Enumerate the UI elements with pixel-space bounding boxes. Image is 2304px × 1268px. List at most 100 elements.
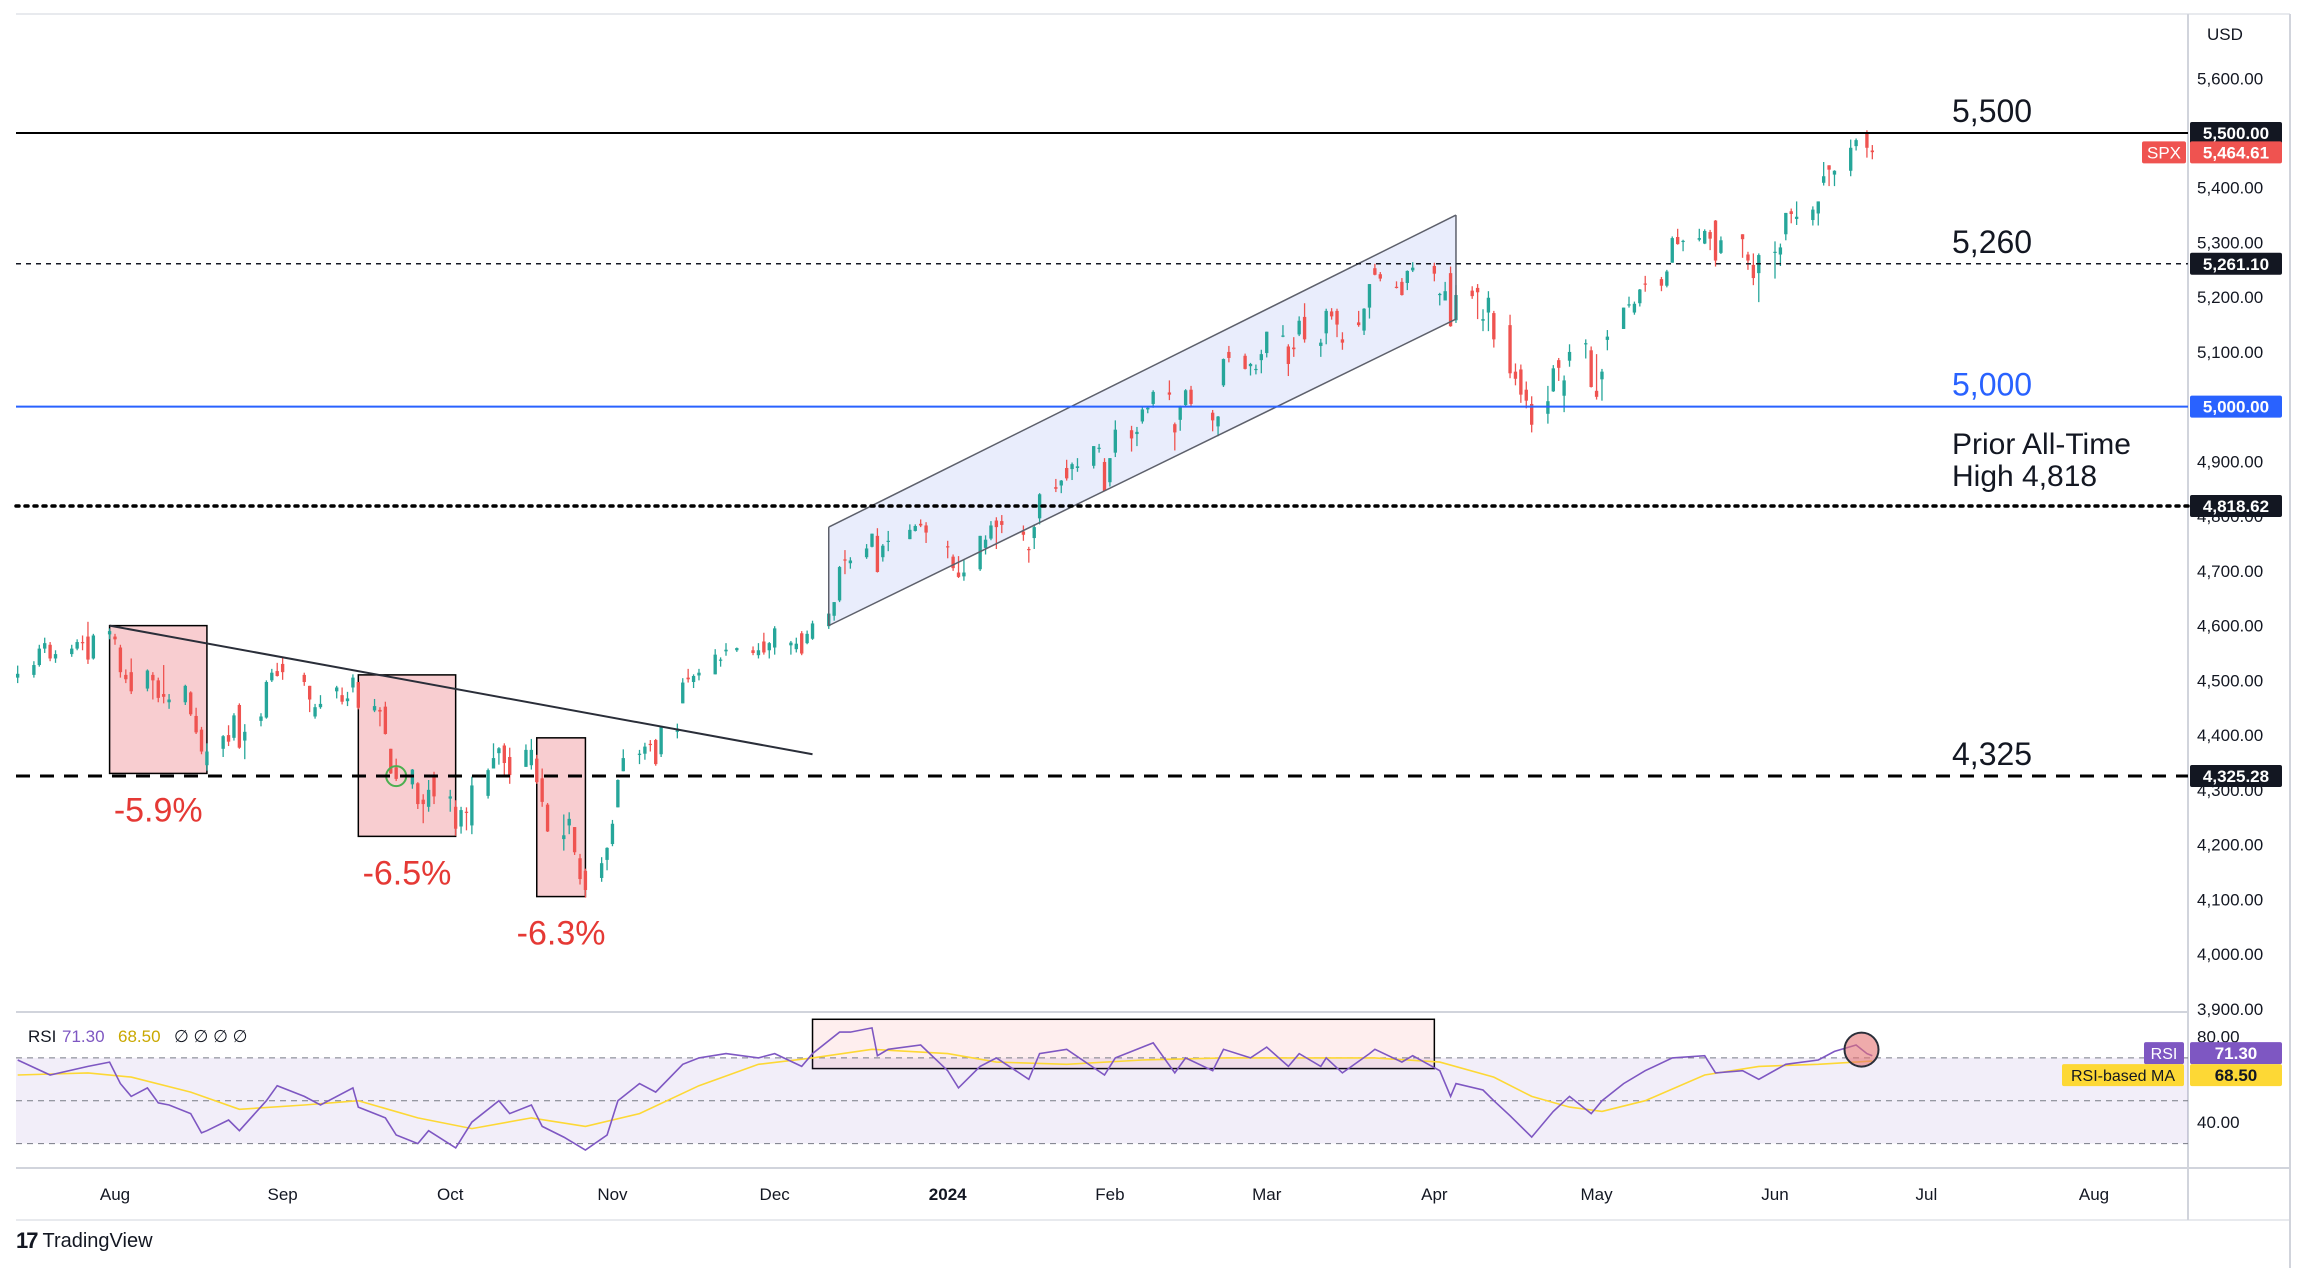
candle-body [643, 746, 647, 754]
candle-body [524, 749, 528, 767]
candle-body [1816, 201, 1820, 214]
time-tick-label: Feb [1095, 1185, 1124, 1204]
tradingview-logo-icon: 17 [16, 1228, 39, 1253]
candle-body [567, 818, 571, 826]
candle-body [1059, 480, 1063, 486]
candle-body [189, 692, 193, 715]
candle-body [1508, 325, 1512, 374]
price-tick-label: 4,000.00 [2197, 945, 2263, 964]
candle-body [946, 546, 950, 548]
candle-body [151, 674, 155, 681]
candle-body [1870, 150, 1875, 153]
price-tags: 5,500.00 5,261.10 5,000.00 4,818.62 4,325.28… [2062, 122, 2282, 1087]
candle-body [1865, 133, 1869, 148]
rsi-legend-extra: ∅ ∅ ∅ ∅ [174, 1027, 247, 1046]
candle-body [599, 863, 604, 878]
candle-body [129, 672, 133, 692]
candle-body [232, 715, 236, 738]
time-tick-label: Apr [1421, 1185, 1448, 1204]
candle-body [48, 644, 52, 659]
candle-body [1102, 461, 1107, 491]
candle-body [789, 642, 793, 646]
candle-body [767, 643, 771, 651]
level-label: 5,000 [1952, 367, 2032, 403]
candle-body [307, 685, 312, 700]
time-tick-label: Aug [100, 1185, 130, 1204]
candle-body [1027, 548, 1031, 551]
candle-body [794, 643, 798, 650]
rsi-name-tag-text: RSI [2151, 1046, 2178, 1063]
candle-body [637, 753, 642, 755]
candle-body [994, 520, 999, 528]
candle-body [1519, 369, 1523, 395]
price-tick-label: 4,400.00 [2197, 726, 2263, 745]
candle-body [843, 559, 847, 561]
candle-body [1811, 209, 1815, 221]
candle-body [540, 778, 544, 802]
candle-body [1681, 240, 1685, 243]
level-price-tag-text: 5,500.00 [2203, 124, 2269, 143]
candle-body [1530, 403, 1534, 425]
rsi-value-tag [2190, 1042, 2282, 1065]
candle-body [545, 804, 550, 832]
candle-body [1189, 389, 1193, 404]
price-tick-label: 4,500.00 [2197, 671, 2263, 690]
candle-body [421, 799, 425, 805]
candle-body [1064, 467, 1069, 479]
candle-body [1832, 170, 1837, 175]
rsi-tick-label: 80.00 [2197, 1027, 2240, 1046]
candle-body [805, 633, 809, 644]
level-price-tag-text: 4,818.62 [2203, 497, 2269, 516]
candle-body [80, 642, 85, 644]
last-price-tag-text: 5,464.61 [2203, 143, 2269, 162]
candle-body [1367, 284, 1372, 308]
candle-body [572, 827, 577, 853]
candle-body [156, 680, 160, 698]
candle-body [497, 748, 501, 754]
candle-body [681, 682, 685, 704]
level-label: 5,500 [1952, 93, 2032, 129]
level-price-tag [2190, 494, 2282, 517]
rsi-name-tag [2062, 1064, 2184, 1087]
level-price-tag [2190, 252, 2282, 275]
plot-area [16, 14, 2188, 1168]
candle-body [1551, 368, 1555, 392]
candle-body [1632, 303, 1637, 313]
candle-body [1400, 281, 1404, 296]
brand[interactable]: 17 TradingView [16, 1228, 153, 1254]
candle-body [1746, 254, 1750, 261]
candle-body [1151, 391, 1155, 404]
candle-body [1411, 267, 1415, 271]
candle-body [508, 756, 512, 776]
rsi-band [16, 1057, 2188, 1144]
level-price-tag-text: 5,000.00 [2203, 398, 2269, 417]
rsi-value-tag [2190, 1064, 2282, 1087]
candle-body [335, 687, 339, 692]
candle-body [237, 704, 242, 748]
candle-body [113, 636, 117, 640]
candle-body [1021, 531, 1026, 535]
candle-body [1621, 307, 1626, 329]
rsi-marker-circle [1843, 1031, 1880, 1068]
candle-body [1356, 322, 1361, 326]
channel-lower-line [828, 318, 1457, 627]
candle-body [1789, 211, 1793, 215]
level-label: 4,325 [1952, 736, 2032, 772]
candle-body [340, 695, 344, 702]
candle-body [86, 636, 90, 660]
candle-body [302, 674, 306, 683]
candle-body [1302, 316, 1307, 340]
candle-body [464, 811, 469, 813]
candle-body [918, 523, 923, 526]
candle-body [713, 654, 717, 675]
price-tick-label: 4,900.00 [2197, 452, 2263, 471]
candle-body [378, 709, 382, 712]
candle-body [53, 654, 58, 659]
candle-body [978, 535, 982, 570]
candle-body [718, 659, 723, 661]
candle-body [1513, 371, 1518, 379]
price-tick-label: 4,100.00 [2197, 890, 2263, 909]
candle-body [75, 642, 79, 649]
candle-body [459, 810, 463, 827]
